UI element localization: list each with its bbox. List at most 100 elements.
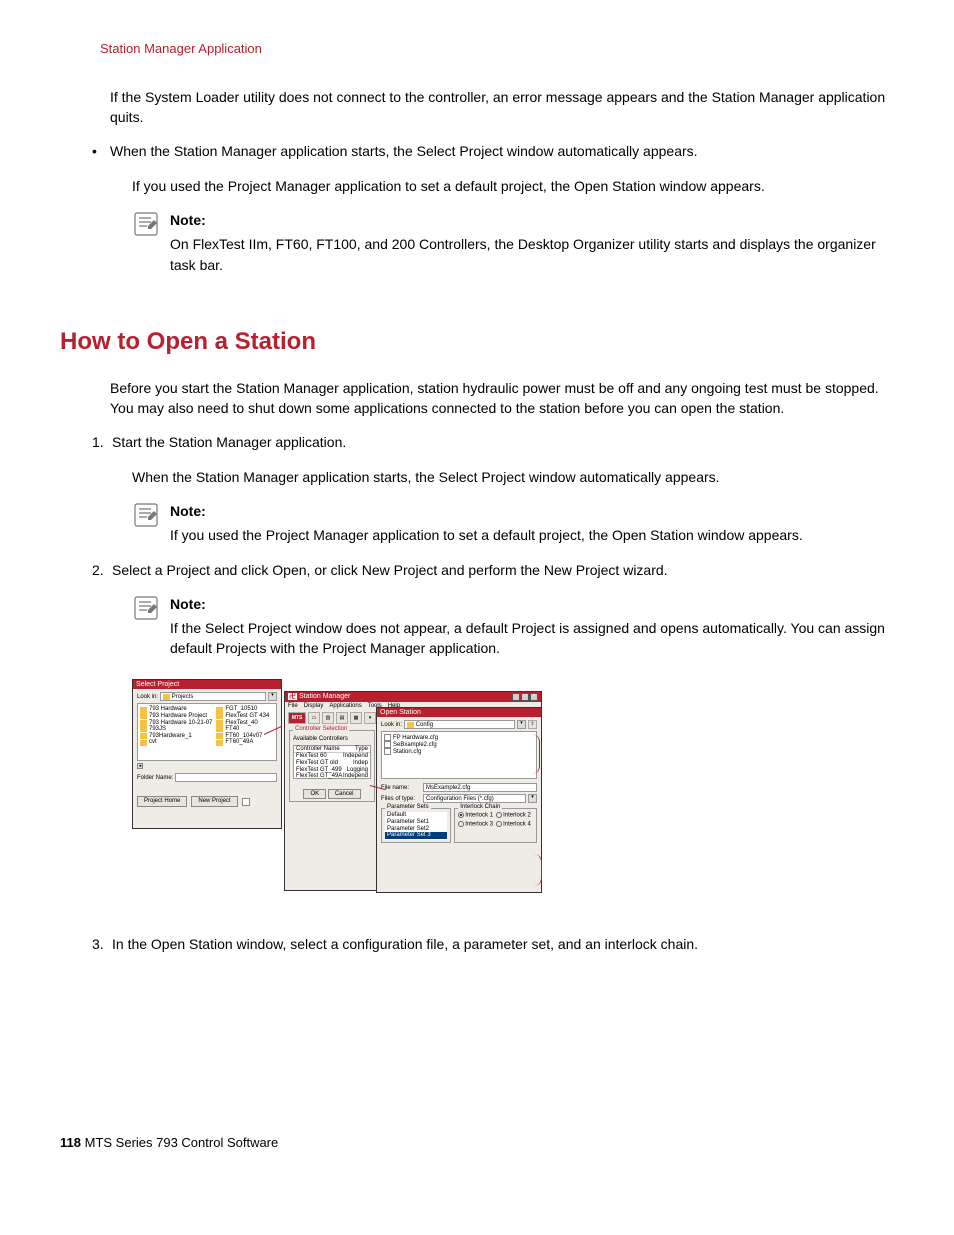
folder-name-label: Folder Name: bbox=[137, 775, 173, 782]
list-item[interactable]: FlexTest 60Independ bbox=[294, 753, 370, 760]
intro-p2: If you used the Project Manager applicat… bbox=[132, 176, 894, 196]
step-number: 3. bbox=[92, 934, 112, 954]
radio-option[interactable]: Interlock 4 bbox=[496, 821, 533, 828]
tool-icon[interactable]: ▥ bbox=[322, 712, 334, 724]
lookin-label: Look in: bbox=[137, 694, 158, 701]
step-number: 2. bbox=[92, 560, 112, 580]
scroll-left-icon[interactable]: ◂ bbox=[137, 763, 143, 769]
window-title: Open Station bbox=[380, 709, 421, 717]
radio-option[interactable]: Interlock 1 bbox=[458, 812, 495, 819]
step-2-text: Select a Project and click Open, or clic… bbox=[112, 560, 668, 580]
annotation-brace bbox=[526, 734, 540, 774]
controller-list[interactable]: Controller NameType FlexTest 60IndependF… bbox=[293, 745, 371, 779]
interlock-chain-group: Interlock Chain Interlock 1Interlock 2In… bbox=[454, 808, 537, 843]
chevron-down-icon[interactable]: ▾ bbox=[268, 692, 277, 701]
lookin-dropdown[interactable]: Config bbox=[404, 720, 515, 729]
list-item[interactable]: FT60_104v07 bbox=[216, 733, 269, 740]
list-item[interactable]: FlexTest GT_49AIndepend bbox=[294, 773, 370, 780]
up-icon[interactable]: ⇧ bbox=[528, 720, 537, 729]
screenshot-figure: Select Project Look in: Projects ▾ 793 H… bbox=[132, 679, 542, 904]
new-project-button[interactable]: New Project bbox=[191, 796, 237, 807]
open-icon[interactable]: ▭ bbox=[308, 712, 320, 724]
annotation-brace bbox=[528, 854, 542, 886]
note-label: Note: bbox=[170, 594, 894, 614]
group-title: Interlock Chain bbox=[458, 804, 502, 811]
open-station-window: Open Station Look in: Config ▾ ⇧ FP Hard… bbox=[376, 707, 542, 893]
window-title: Select Project bbox=[136, 681, 179, 689]
radio-option[interactable]: Interlock 2 bbox=[496, 812, 533, 819]
project-list[interactable]: 793 Hardware793 Hardware Project793 Hard… bbox=[137, 703, 277, 761]
list-item[interactable]: 793 Hardware Project bbox=[140, 713, 212, 720]
menu-item[interactable]: File bbox=[288, 703, 298, 710]
list-item[interactable]: 793 Hardware bbox=[140, 706, 212, 713]
select-project-window: Select Project Look in: Projects ▾ 793 H… bbox=[132, 679, 282, 829]
step-2: 2. Select a Project and click Open, or c… bbox=[92, 560, 894, 580]
parameter-sets-group: Parameter Sets DefaultParameter Set1Para… bbox=[381, 808, 451, 843]
available-controllers-label: Available Controllers bbox=[293, 736, 371, 743]
filetype-label: Files of type: bbox=[381, 796, 421, 803]
footer-title: MTS Series 793 Control Software bbox=[85, 1135, 279, 1150]
list-item[interactable]: 793JS bbox=[140, 726, 212, 733]
lookin-label: Look in: bbox=[381, 722, 402, 729]
section-title: How to Open a Station bbox=[60, 325, 894, 360]
note-body: If you used the Project Manager applicat… bbox=[170, 525, 894, 545]
cancel-button[interactable]: Cancel bbox=[328, 789, 361, 800]
list-item[interactable]: FlexTest GT oldIndep bbox=[294, 760, 370, 767]
tool-icon[interactable]: ▤ bbox=[336, 712, 348, 724]
note-icon bbox=[132, 594, 160, 622]
interlock-options[interactable]: Interlock 1Interlock 2Interlock 3Interlo… bbox=[458, 812, 533, 827]
list-item[interactable]: Default bbox=[385, 812, 447, 819]
note-body: If the Select Project window does not ap… bbox=[170, 618, 894, 659]
parameter-list[interactable]: DefaultParameter Set1Parameter Set2Param… bbox=[385, 812, 447, 840]
menu-item[interactable]: Applications bbox=[329, 703, 361, 710]
intro-note: Note: On FlexTest IIm, FT60, FT100, and … bbox=[132, 210, 894, 275]
config-file-list[interactable]: FP Hardware.cfgSeBxample2.cfgStation.cfg bbox=[381, 731, 537, 779]
list-item[interactable]: FGT_10510 bbox=[216, 706, 269, 713]
step-1-text: Start the Station Manager application. bbox=[112, 432, 346, 452]
checkbox[interactable] bbox=[242, 798, 250, 806]
list-item[interactable]: 793Hardware_1 bbox=[140, 733, 212, 740]
mts-logo: MTS bbox=[288, 712, 306, 724]
note-label: Note: bbox=[170, 501, 894, 521]
project-home-button[interactable]: Project Home bbox=[137, 796, 187, 807]
filename-input[interactable]: MsExample2.cfg bbox=[423, 783, 537, 792]
chevron-down-icon[interactable]: ▾ bbox=[517, 720, 526, 729]
title-bar: Open Station bbox=[377, 708, 541, 718]
list-item[interactable]: cvt bbox=[140, 739, 212, 746]
ok-button[interactable]: OK bbox=[303, 789, 326, 800]
list-item[interactable]: 793 Hardware 10-21-07 bbox=[140, 720, 212, 727]
bullet-icon: • bbox=[92, 141, 110, 161]
list-item[interactable]: Parameter Set1 bbox=[385, 819, 447, 826]
step-1-sub: When the Station Manager application sta… bbox=[132, 467, 894, 487]
page-header: Station Manager Application bbox=[100, 40, 894, 59]
folder-name-input[interactable] bbox=[175, 773, 277, 782]
menu-item[interactable]: Display bbox=[304, 703, 324, 710]
window-controls[interactable]: _ □ × bbox=[512, 693, 538, 701]
list-item[interactable]: SeBxample2.cfg bbox=[384, 741, 534, 748]
radio-option[interactable]: Interlock 3 bbox=[458, 821, 495, 828]
chevron-down-icon[interactable]: ▾ bbox=[528, 794, 537, 803]
list-item[interactable]: FlexTest_40 bbox=[216, 720, 269, 727]
list-item[interactable]: FT40 bbox=[216, 726, 269, 733]
title-bar: 卍 Station Manager _ □ × bbox=[285, 692, 541, 702]
note-body: On FlexTest IIm, FT60, FT100, and 200 Co… bbox=[170, 234, 894, 275]
dropdown-icon[interactable]: ▾ bbox=[364, 712, 376, 724]
list-item[interactable]: FT60_49A bbox=[216, 739, 269, 746]
filetype-dropdown[interactable]: Configuration Files (*.cfg) bbox=[423, 794, 526, 803]
list-item[interactable]: FP Hardware.cfg bbox=[384, 734, 534, 741]
list-item[interactable]: FlexTest GT_499Logging bbox=[294, 767, 370, 774]
step-number: 1. bbox=[92, 432, 112, 452]
title-bar: Select Project bbox=[133, 680, 281, 690]
tool-icon[interactable]: ▦ bbox=[350, 712, 362, 724]
window-title: Station Manager bbox=[299, 693, 350, 700]
note-icon bbox=[132, 210, 160, 238]
step-3-text: In the Open Station window, select a con… bbox=[112, 934, 698, 954]
list-item[interactable]: Parameter Set2 bbox=[385, 826, 447, 833]
lookin-dropdown[interactable]: Projects bbox=[160, 692, 266, 701]
group-title: Parameter Sets bbox=[385, 804, 431, 811]
note-icon bbox=[132, 501, 160, 529]
intro-bullet-text: When the Station Manager application sta… bbox=[110, 141, 698, 161]
list-item[interactable]: Parameter Set 3 bbox=[385, 832, 447, 839]
list-item[interactable]: FlexTest GT 434 bbox=[216, 713, 269, 720]
list-item[interactable]: Station.cfg bbox=[384, 748, 534, 755]
